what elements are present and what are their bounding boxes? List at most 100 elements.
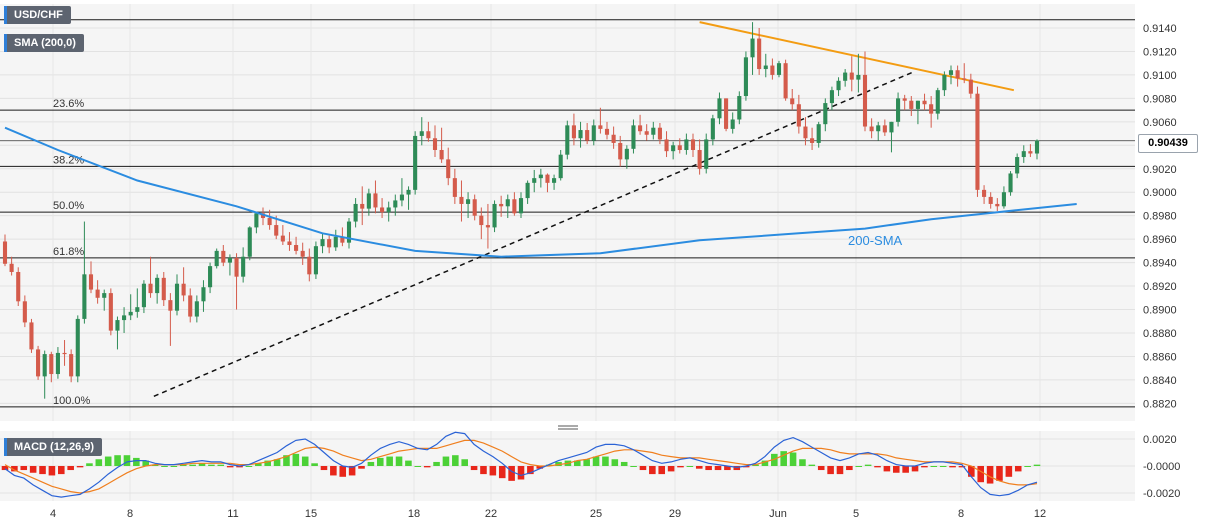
macd-histogram-bar [48,466,56,476]
candle-body [55,352,60,375]
candle-body [743,57,748,97]
candle-body [208,266,213,288]
macd-histogram-bar [179,464,187,466]
sma-200-line [4,126,1077,258]
candle-body [221,250,226,263]
macd-histogram-bar [752,464,759,466]
candle [896,92,901,127]
candle [208,262,213,294]
macd-histogram-bar [189,464,196,466]
macd-histogram-bar [1005,466,1013,477]
candle [545,173,550,193]
candle-body [823,103,828,125]
candle [247,226,252,261]
pane-resize-handle[interactable] [558,425,578,430]
candle-body [313,246,318,275]
candle-body [241,256,246,277]
candle-body [181,283,186,296]
candle [373,180,378,214]
macd-histogram-bar [395,456,403,466]
macd-histogram-bar [827,466,834,475]
candle-body [399,194,404,201]
fib-level-label: 50.0% [53,200,84,212]
macd-histogram-bar [405,460,412,466]
candle-body [664,139,669,152]
fib-level-label: 23.6% [53,98,84,110]
candle [578,121,583,148]
macd-indicator-badge[interactable]: MACD (12,26,9) [4,438,103,456]
candle-body [492,203,497,228]
sma-indicator-badge[interactable]: SMA (200,0) [4,34,84,52]
candle-body [333,236,338,248]
candle-body [532,178,537,183]
candle-body [684,139,689,150]
support-trendline [153,70,915,398]
macd-histogram-bar [911,466,919,472]
candle-body [69,354,74,377]
candle [710,114,715,146]
candle-body [591,125,596,141]
candle [294,236,299,255]
candle [704,133,709,174]
candle-body [201,287,206,302]
candle-body [737,96,742,120]
macd-histogram-bar [367,461,375,466]
candle [532,169,537,193]
macd-histogram-bar [104,456,112,466]
candle [393,194,398,216]
candle-body [88,274,94,290]
candle-body [750,38,755,58]
candle [618,135,623,167]
macd-histogram-bar [1014,466,1022,472]
candle [770,58,775,80]
candle [366,188,371,216]
candle-body [122,315,127,321]
candle-body [247,227,252,257]
macd-histogram-bar [836,466,844,475]
macd-histogram-bar [311,463,318,466]
candle [856,53,861,93]
price-tick-label: 0.9060 [1143,117,1177,129]
candle [406,186,411,210]
candle-body [942,74,947,91]
candle-body [446,159,451,179]
macd-histogram-bar [686,466,694,467]
candle-body [42,354,47,377]
candle [82,221,87,324]
macd-histogram-bar [761,460,769,466]
macd-histogram-bar [705,466,712,471]
macd-histogram-bar [799,459,806,466]
macd-histogram-bar [658,466,666,475]
candle [432,125,438,158]
candle [346,218,352,249]
candle [386,201,391,222]
candle [320,233,325,254]
candle [327,235,332,254]
candle-body [538,174,543,179]
candle [95,280,100,304]
candle [730,112,735,134]
price-axis: 0.91400.91200.91000.90800.90600.90400.90… [1143,23,1177,410]
macd-histogram-bar [39,466,46,475]
candle [69,349,74,383]
macd-histogram-bar [602,456,609,466]
candle-body [704,139,709,169]
candle-body [518,198,524,214]
candle-body [896,98,901,122]
candle-body [9,263,14,272]
candle [763,53,768,78]
candle-body [935,90,940,114]
candle [525,180,530,204]
candle-body [869,126,874,132]
macd-histogram-bar [76,466,84,468]
badge-accent [4,438,7,456]
candle [843,69,848,87]
candle-body [280,235,285,242]
candle-body [479,215,484,226]
macd-histogram-bar [780,451,787,466]
price-tick-label: 0.8920 [1143,281,1177,293]
symbol-badge[interactable]: USD/CHF [4,6,71,24]
candle-body [128,311,133,316]
macd-histogram-bar [817,466,825,471]
candle-body [882,125,887,133]
